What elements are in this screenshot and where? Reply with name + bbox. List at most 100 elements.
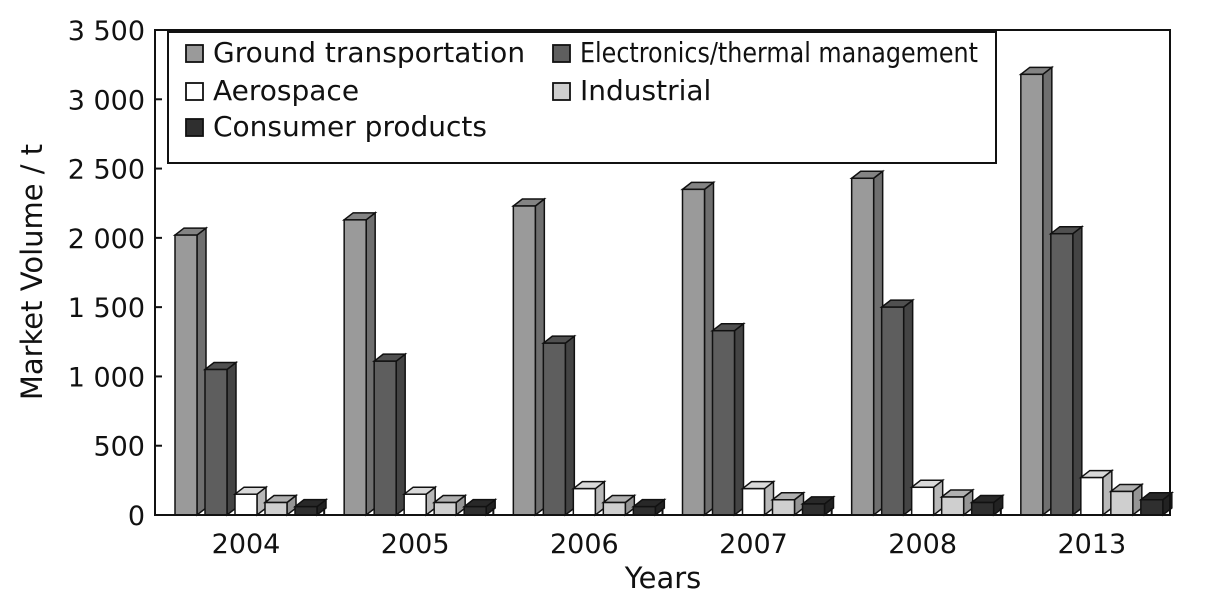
bar-front — [373, 360, 397, 516]
bar-2004-4 — [292, 498, 329, 517]
bar-front — [1110, 490, 1134, 516]
bar-2008-4 — [969, 493, 1005, 517]
y-tick-label: 3 000 — [68, 85, 145, 116]
bar-2004-3 — [262, 493, 299, 517]
bar-2004-1 — [202, 360, 239, 517]
y-tick-label: 3 500 — [68, 16, 145, 47]
x-tick-label: 2008 — [888, 529, 957, 560]
bar-front — [204, 368, 228, 516]
legend-box — [167, 31, 997, 164]
x-tick-label: 2004 — [212, 529, 281, 560]
legend-item: Ground transportation — [185, 36, 525, 69]
bar-front — [602, 501, 627, 516]
legend-item: Industrial — [552, 74, 711, 107]
bar-side — [395, 352, 406, 517]
bar-2007-0 — [680, 180, 716, 517]
bar-2013-4 — [1138, 491, 1175, 517]
bar-2005-3 — [431, 493, 468, 517]
bar-2013-2 — [1078, 469, 1115, 517]
bar-2007-2 — [740, 480, 776, 517]
bar-2004-2 — [232, 485, 269, 517]
x-axis: 2004 2005 2006 2007 2008 2013 — [212, 508, 1171, 560]
x-tick-label: 2013 — [1057, 529, 1126, 560]
bar-front — [343, 219, 367, 516]
legend-label: Aerospace — [213, 74, 359, 107]
x-tick-label: 2007 — [719, 529, 788, 560]
legend-label: Ground transportation — [213, 36, 525, 69]
legend-swatch — [552, 82, 571, 101]
y-tick-label: 0 — [128, 501, 145, 532]
bar-front — [463, 505, 487, 516]
y-axis-title: Market Volume / t — [15, 144, 49, 400]
bar-front — [1080, 476, 1104, 516]
legend-label: Electronics/thermal management — [580, 36, 978, 69]
x-axis-title: Years — [624, 561, 702, 595]
bar-front — [1140, 499, 1164, 516]
bar-front — [572, 487, 597, 516]
bar-2006-4 — [631, 498, 667, 517]
bar-2006-1 — [541, 334, 577, 517]
bar-2008-0 — [849, 169, 885, 517]
bars-group — [172, 65, 1175, 517]
bar-2013-0 — [1018, 65, 1055, 517]
bar-2013-3 — [1108, 482, 1145, 517]
bar-front — [850, 177, 875, 516]
bar-front — [1050, 232, 1074, 516]
y-axis: 0 500 1 000 1 500 2 000 2 500 3 000 3 500 — [68, 16, 162, 532]
legend-swatch — [185, 82, 204, 101]
legend-label: Consumer products — [213, 110, 487, 143]
bar-front — [403, 493, 427, 516]
legend-item: Electronics/thermal management — [552, 36, 978, 69]
bar-front — [681, 188, 706, 516]
bar-front — [512, 205, 537, 516]
bar-2013-1 — [1048, 225, 1085, 517]
y-tick-label: 500 — [93, 432, 145, 463]
bar-side — [733, 322, 745, 517]
bar-2005-0 — [341, 211, 378, 517]
bar-2007-4 — [800, 495, 836, 517]
bar-front — [174, 234, 198, 516]
bar-front — [771, 499, 796, 516]
bar-front — [632, 505, 657, 516]
bar-2007-3 — [770, 491, 806, 517]
y-tick-label: 2 500 — [68, 155, 145, 186]
bar-front — [910, 486, 935, 516]
legend: Ground transportation Electronics/thermal… — [167, 31, 997, 164]
legend-label: Industrial — [580, 74, 711, 107]
legend-item: Consumer products — [185, 110, 487, 143]
bar-2006-2 — [571, 480, 607, 517]
bar-2005-2 — [401, 485, 438, 517]
bar-2004-0 — [172, 226, 209, 517]
bar-front — [940, 496, 965, 516]
legend-swatch — [552, 44, 571, 63]
legend-item: Aerospace — [185, 74, 359, 107]
x-tick-label: 2005 — [381, 529, 450, 560]
bar-side — [902, 298, 914, 517]
bar-2006-3 — [601, 493, 637, 517]
bar-front — [970, 501, 995, 516]
bar-front — [264, 501, 288, 516]
x-tick-label: 2006 — [550, 529, 619, 560]
bar-front — [711, 329, 736, 516]
bar-side — [226, 360, 237, 517]
bar-2008-2 — [909, 478, 945, 517]
legend-swatch — [185, 44, 204, 63]
legend-swatch — [185, 118, 204, 137]
bar-front — [1020, 73, 1044, 516]
bar-2007-1 — [710, 322, 746, 517]
y-tick-label: 2 000 — [68, 224, 145, 255]
bar-front — [880, 306, 905, 516]
bar-front — [294, 505, 318, 516]
y-tick-label: 1 000 — [68, 362, 145, 393]
bar-2006-0 — [511, 197, 547, 517]
bar-front — [433, 501, 457, 516]
bar-front — [801, 503, 826, 516]
bar-2005-1 — [371, 352, 408, 517]
bar-front — [542, 342, 567, 516]
bar-front — [741, 487, 766, 516]
bar-2005-4 — [461, 498, 498, 517]
bar-side — [1072, 225, 1083, 517]
y-tick-label: 1 500 — [68, 293, 145, 324]
bar-2008-1 — [879, 298, 915, 517]
